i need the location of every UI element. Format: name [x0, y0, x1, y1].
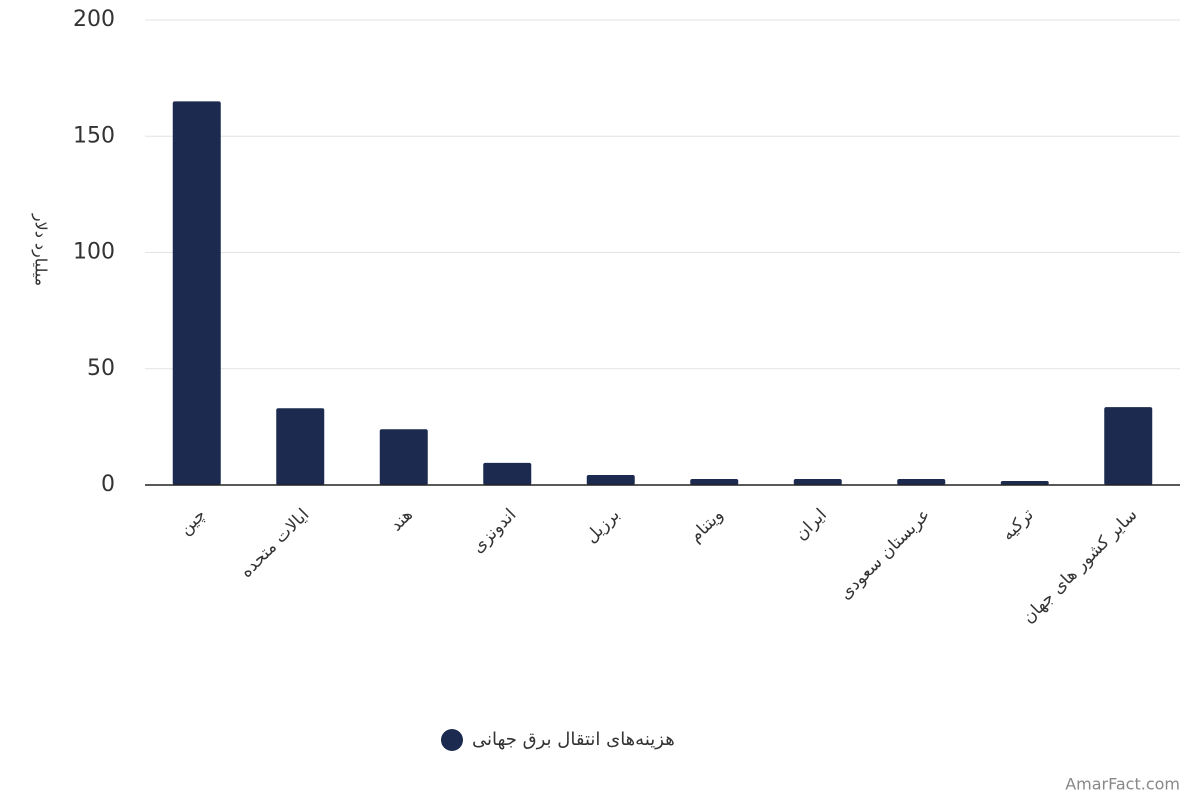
- x-tick-label: ترکیه: [998, 505, 1038, 545]
- y-axis-label: میلیارد دلار: [31, 213, 51, 286]
- bar: [586, 475, 635, 485]
- legend-marker: [441, 729, 463, 751]
- y-tick-label: 100: [73, 240, 115, 265]
- y-tick-label: 0: [101, 472, 115, 497]
- x-tick-label: عربستان سعودی: [836, 505, 935, 604]
- bar: [897, 478, 946, 485]
- bar: [379, 429, 428, 485]
- y-tick-label: 50: [87, 356, 115, 381]
- watermark: AmarFact.com: [1065, 775, 1180, 794]
- x-tick-label: برزیل: [581, 505, 623, 547]
- bar: [483, 462, 532, 485]
- y-tick-label: 150: [73, 123, 115, 148]
- x-tick-label: ایران: [791, 505, 831, 545]
- y-tick-label: 200: [73, 7, 115, 32]
- legend-label: هزینه‌های انتقال برق جهانی: [472, 729, 675, 750]
- bar: [690, 478, 739, 485]
- bar: [1000, 481, 1049, 485]
- x-tick-label: سایر کشور های جهان: [1019, 505, 1142, 628]
- bar: [1104, 407, 1153, 485]
- x-tick-label: هند: [386, 505, 416, 535]
- x-tick-label: ایالات متحده: [236, 505, 313, 582]
- bar: [793, 478, 842, 485]
- bar: [276, 408, 325, 485]
- x-tick-label: اندونزی: [468, 505, 520, 557]
- x-tick-label: چین: [175, 505, 209, 539]
- bar: [172, 101, 221, 485]
- x-tick-label: ویتنام: [686, 505, 728, 547]
